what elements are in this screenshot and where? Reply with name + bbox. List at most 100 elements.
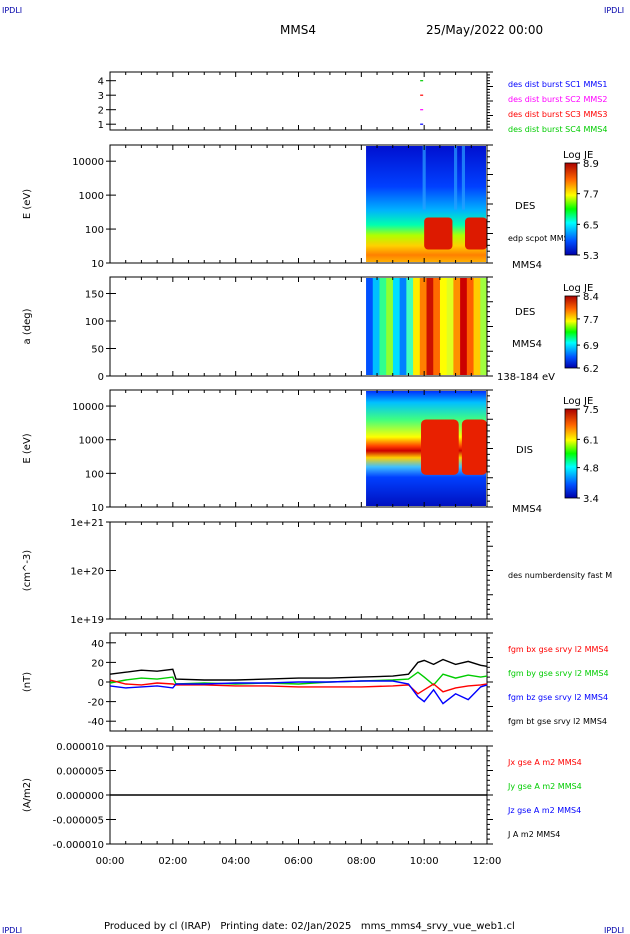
- y-tick-label: 0: [98, 678, 104, 689]
- y-tick-label: -20: [88, 698, 104, 709]
- series-line: [109, 658, 488, 681]
- spectrogram-streak: [422, 146, 426, 210]
- colorbar-scale: [564, 162, 578, 256]
- pitch-column: [466, 278, 475, 375]
- colorbar-title: Log JE: [563, 283, 593, 294]
- corner-label-top-right: IPDLI: [604, 6, 624, 15]
- y-tick-label: 0.000010: [56, 742, 104, 753]
- y-tick-label: 100: [85, 317, 104, 328]
- corner-label-bottom-right: IPDLI: [604, 926, 624, 934]
- spectrogram-hot-region: [424, 217, 453, 250]
- y-tick-label: -40: [88, 717, 104, 728]
- y-tick-label: 1000: [79, 436, 104, 447]
- y-tick-label: -0.000010: [53, 840, 104, 851]
- plot-datetime: 25/May/2022 00:00: [426, 23, 543, 37]
- colorbar-tick-label: 6.9: [583, 341, 599, 352]
- pitch-column: [473, 278, 481, 375]
- series-line: [109, 679, 488, 695]
- bottom-label: MMS4: [512, 260, 542, 271]
- pitch-column: [446, 278, 454, 375]
- pitch-column: [406, 278, 414, 375]
- colorbar-tick-label: 6.5: [583, 220, 599, 231]
- spectrogram-streak: [461, 146, 466, 210]
- colorbar-tick-label: 7.7: [583, 190, 599, 201]
- colorbar-tick-label: 4.8: [583, 464, 599, 475]
- legend-group: des dist burst SC1 MMS1 des dist burst SC…: [497, 80, 612, 839]
- pitch-column: [480, 278, 488, 375]
- legend-entry: des dist burst SC2 MMS2: [508, 95, 607, 104]
- spectrogram-hot-region: [461, 419, 487, 475]
- legend-entry: des numberdensity fast M: [508, 571, 612, 580]
- pitch-column: [366, 278, 374, 375]
- y-tick-label: 10000: [72, 157, 104, 168]
- colorbar-tick-label: 7.5: [583, 405, 599, 416]
- y-axis-label: (nT): [22, 672, 33, 692]
- panel-frame: [109, 521, 488, 620]
- y-tick-label: 4: [98, 77, 104, 88]
- colorbar-title: Log JE: [563, 396, 593, 407]
- y-tick-label: 10: [91, 503, 104, 514]
- spectrogram-hot-region: [421, 419, 459, 475]
- time-tick-label: 02:00: [158, 856, 187, 867]
- time-tick-label: 10:00: [410, 856, 439, 867]
- panel-frame: [109, 71, 488, 131]
- colorbar-tick-label: 3.4: [583, 494, 599, 505]
- pitch-column: [413, 278, 421, 375]
- y-tick-label: 150: [85, 290, 104, 301]
- y-tick-label: 2: [98, 106, 104, 117]
- line-series-group: [109, 80, 488, 796]
- colorbar-tick-label: 8.9: [583, 159, 599, 170]
- side-label: DIS: [516, 445, 533, 456]
- y-tick-label: 1e+21: [70, 518, 104, 529]
- time-tick-label: 08:00: [347, 856, 376, 867]
- legend-entry: J A m2 MMS4: [507, 830, 560, 839]
- footer-credit: Produced by cl (IRAP) Printing date: 02/…: [104, 921, 515, 932]
- y-axis-label: (cm^-3): [22, 550, 33, 591]
- y-tick-label: 100: [85, 469, 104, 480]
- y-axis-label: a (deg): [22, 308, 33, 344]
- legend-entry: des dist burst SC1 MMS1: [508, 80, 607, 89]
- legend-entry: fgm by gse srvy l2 MMS4: [508, 669, 609, 678]
- y-tick-label: 1e+19: [70, 615, 104, 626]
- y-tick-label: -0.000005: [53, 816, 104, 827]
- colorbar-title: Log JE: [563, 150, 593, 161]
- bottom-label: MMS4: [512, 504, 542, 515]
- colorbar-tick-label: 7.7: [583, 315, 599, 326]
- y-tick-label: 50: [91, 345, 104, 356]
- y-tick-label: 0.000000: [56, 791, 104, 802]
- spectrogram-hot-region: [465, 217, 487, 250]
- colorbar-tick-label: 5.3: [583, 251, 599, 262]
- time-tick-label: 12:00: [473, 856, 502, 867]
- pitch-column: [460, 278, 468, 375]
- legend-entry: Jz gse A m2 MMS4: [507, 806, 581, 815]
- legend-entry: Jx gse A m2 MMS4: [507, 758, 582, 767]
- legend-entry: des dist burst SC3 MMS3: [508, 110, 607, 119]
- time-tick-label: 06:00: [284, 856, 313, 867]
- bottom-label: 138-184 eV: [497, 372, 555, 383]
- colorbar-tick-label: 6.2: [583, 364, 599, 375]
- y-axis-label: E (eV): [22, 433, 33, 463]
- y-tick-label: 0: [98, 372, 104, 383]
- y-tick-label: 0.000005: [56, 767, 104, 778]
- legend-entry: fgm bx gse srvy l2 MMS4: [508, 645, 609, 654]
- colorbar-tick-label: 6.1: [583, 435, 599, 446]
- time-tick-label: 00:00: [96, 856, 125, 867]
- pitch-column: [379, 278, 387, 375]
- y-axis-label: E (eV): [22, 189, 33, 219]
- corner-label-bottom-left: IPDLI: [2, 926, 22, 934]
- overlay-label: edp scpot MMS4: [508, 234, 574, 243]
- pitch-column: [433, 278, 441, 375]
- pitch-column: [439, 278, 448, 375]
- series-line: [109, 680, 488, 705]
- pitch-column: [419, 278, 428, 375]
- side-label: DES: [515, 201, 535, 212]
- legend-entry: des dist burst SC4 MMS4: [508, 125, 607, 134]
- legend-entry: fgm bz gse srvy l2 MMS4: [508, 693, 608, 702]
- y-axis-label: (A/m2): [22, 778, 33, 812]
- spectrogram-streak: [454, 146, 458, 210]
- side-label: DES: [515, 307, 535, 318]
- corner-label-top-left: IPDLI: [2, 6, 22, 15]
